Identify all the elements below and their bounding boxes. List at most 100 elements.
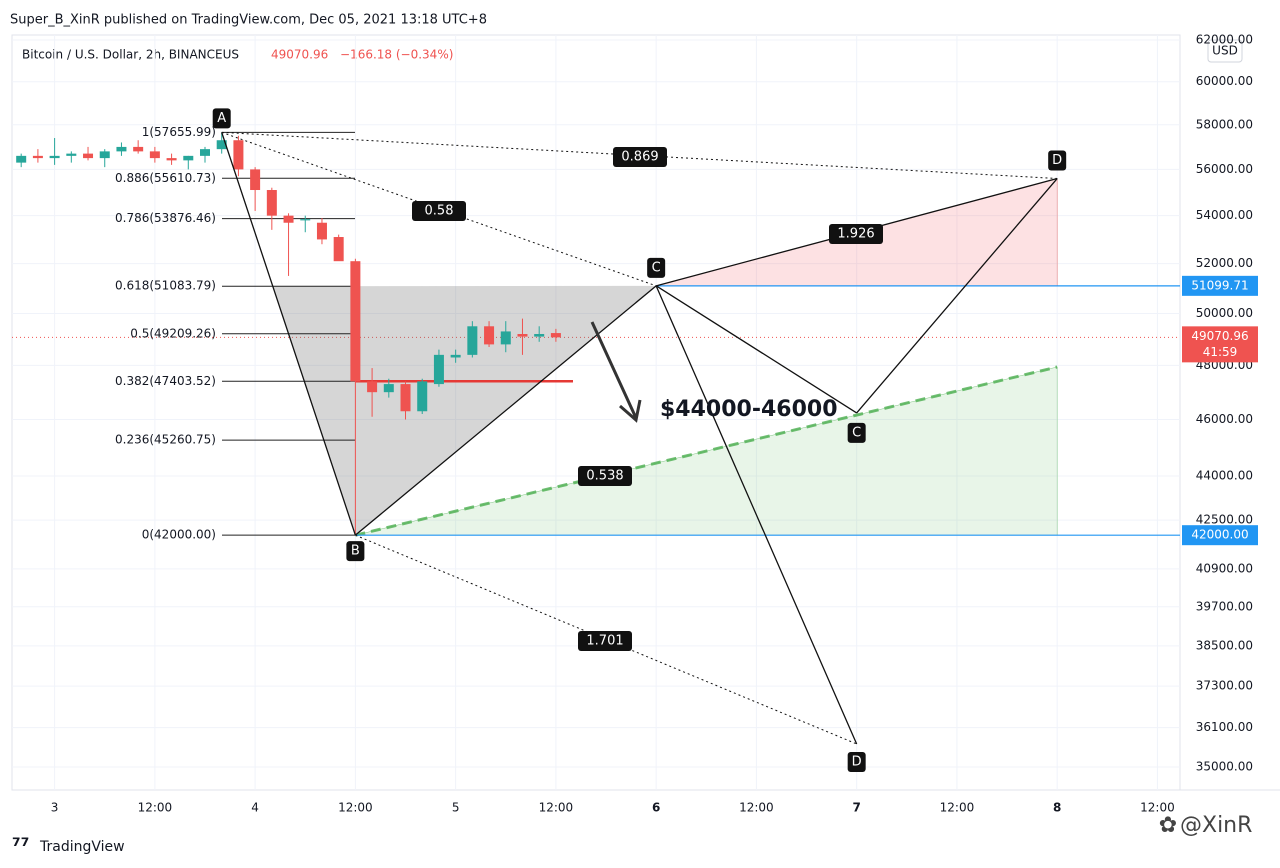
y-tick-label: 42500.00: [1196, 513, 1253, 527]
y-tick-label: 62000.00: [1196, 33, 1253, 47]
fib-label: 0.786(53876.46): [115, 211, 216, 225]
footer: TradingView: [39, 839, 125, 855]
fib-label: 0.382(47403.52): [115, 374, 216, 388]
candle-body: [417, 381, 428, 412]
candle-body: [283, 215, 294, 223]
candle-body: [433, 354, 444, 385]
ratio-box: [412, 201, 466, 221]
pattern-line: [856, 178, 1058, 414]
x-tick-label: 12:00: [338, 801, 373, 815]
candle-body: [233, 140, 244, 170]
candle-body: [166, 158, 177, 161]
candle-body: [183, 155, 194, 161]
ratio-box: [578, 631, 632, 651]
ratio-label: 0.869: [621, 150, 658, 165]
candle-body: [383, 384, 394, 393]
x-tick-label: 4: [251, 801, 259, 815]
y-tick-label: 58000.00: [1196, 117, 1253, 131]
price-tag-label: 42000.00: [1191, 528, 1248, 542]
price-tag-label: 51099.71: [1191, 278, 1248, 292]
x-tick-label: 5: [452, 801, 460, 815]
xabc-zone: [272, 285, 657, 536]
candle-body: [517, 334, 528, 337]
ratio-label: 1.926: [837, 227, 874, 242]
point-label: C: [852, 425, 861, 440]
candle-body: [116, 146, 127, 152]
candle-body: [467, 326, 478, 355]
point-label: C: [652, 260, 661, 275]
point-label: D: [852, 754, 862, 769]
point-marker: [346, 541, 365, 562]
x-tick-label: 12:00: [739, 801, 774, 815]
point-marker: [847, 422, 866, 443]
point-label: D: [1052, 153, 1062, 168]
candle-body: [32, 155, 43, 159]
x-tick-label: 12:00: [940, 801, 975, 815]
fib-label: 0.618(51083.79): [115, 279, 216, 293]
price-tag: [1182, 275, 1258, 296]
candle-body: [550, 333, 561, 338]
x-tick-label: 12:00: [1140, 801, 1175, 815]
currency: USD: [1212, 44, 1238, 58]
candle-body: [400, 384, 411, 412]
candle-body: [250, 169, 261, 191]
y-tick-label: 52000.00: [1196, 256, 1253, 270]
candle-body: [316, 222, 327, 240]
candle-body: [133, 146, 144, 152]
ratio-label: 1.701: [586, 634, 623, 649]
x-tick-label: 7: [852, 801, 860, 815]
watermark-icon: ✿: [1159, 813, 1177, 838]
candle-body: [484, 326, 495, 345]
candle-body: [500, 331, 511, 345]
pattern-line: [354, 285, 657, 536]
countdown: 41:59: [1203, 345, 1238, 359]
fib-label: 0.886(55610.73): [115, 171, 216, 185]
x-tick-label: 6: [652, 801, 660, 815]
y-tick-label: 60000.00: [1196, 74, 1253, 88]
fib-label: 0.236(45260.75): [115, 433, 216, 447]
ratio-box: [578, 466, 632, 486]
price-tag-label: 49070.96: [1191, 329, 1248, 343]
candle-body: [16, 155, 27, 163]
target-arrow: [590, 321, 642, 423]
y-tick-label: 54000.00: [1196, 208, 1253, 222]
y-tick-label: 46000.00: [1196, 412, 1253, 426]
candle-body: [199, 149, 210, 156]
candle-body: [266, 190, 277, 216]
candle-body: [216, 140, 227, 150]
candle-body: [450, 354, 461, 358]
candle-body: [350, 261, 361, 382]
logo-mark: ⁷⁷: [12, 834, 30, 858]
candle-body: [66, 153, 77, 156]
target-label: $44000-46000: [660, 397, 838, 422]
point-marker: [647, 257, 666, 278]
price-tag: [1182, 326, 1258, 363]
candle-body: [534, 334, 545, 337]
candle-body: [49, 155, 60, 159]
point-label: A: [217, 111, 226, 126]
point-marker: [212, 108, 231, 129]
candle-body: [300, 219, 311, 221]
candle-body: [99, 151, 110, 159]
currency-box[interactable]: [1207, 39, 1243, 63]
change: −166.18 (−0.34%): [340, 48, 453, 62]
x-tick-label: 12:00: [138, 801, 173, 815]
point-label: B: [351, 544, 360, 559]
pattern-line: [221, 132, 356, 536]
green-dashed-line: [355, 365, 1058, 537]
point-marker: [1048, 150, 1067, 171]
x-tick-label: 12:00: [539, 801, 574, 815]
fib-label: 0(42000.00): [142, 528, 216, 542]
candle-body: [367, 381, 378, 393]
candle-body: [83, 153, 94, 159]
fib-label: 1(57655.99): [142, 125, 216, 139]
y-tick-label: 39700.00: [1196, 599, 1253, 613]
watermark: @XinR: [1180, 813, 1252, 838]
point-marker: [847, 751, 866, 772]
ratio-label: 0.58: [425, 204, 454, 219]
y-tick-label: 50000.00: [1196, 306, 1253, 320]
ratio-box: [613, 147, 667, 167]
y-tick-label: 37300.00: [1196, 679, 1253, 693]
